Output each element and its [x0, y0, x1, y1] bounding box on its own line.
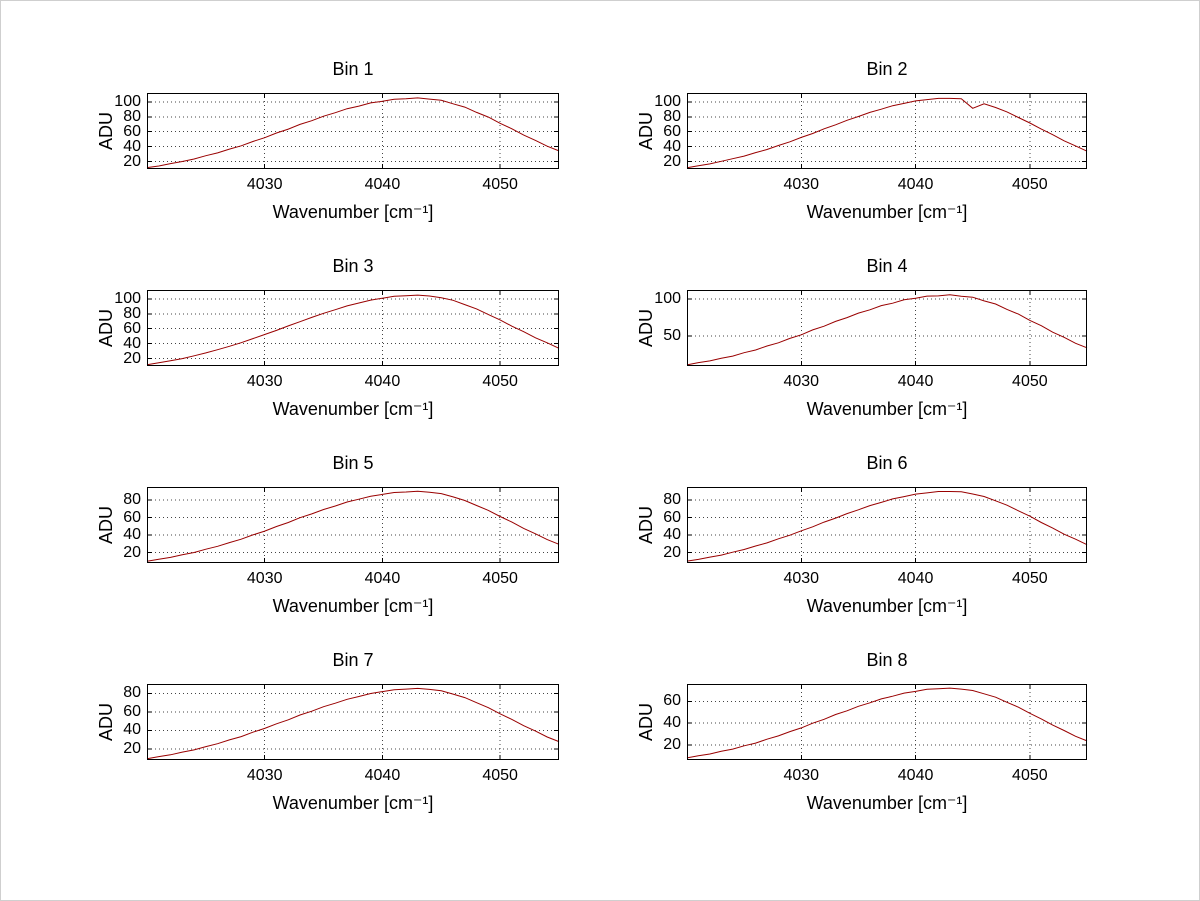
x-axis-label: Wavenumber [cm⁻¹] [806, 793, 968, 813]
y-tick-label: 100 [654, 92, 681, 110]
subplot-title: Bin 2 [866, 59, 908, 79]
y-tick-label: 20 [123, 543, 141, 561]
axes-frame [147, 684, 559, 760]
x-tick-label: 4050 [1012, 176, 1048, 193]
x-tick-label: 4050 [482, 373, 518, 390]
axes-frame [687, 93, 1087, 169]
x-tick-label: 4030 [783, 176, 820, 193]
x-tick-label: 4040 [364, 176, 401, 193]
subplot-plot-area [146, 290, 560, 366]
x-tick-label: 4030 [246, 767, 283, 784]
subplot-plot-area [146, 93, 560, 169]
y-tick-label: 80 [123, 491, 141, 509]
x-tick-label: 4050 [1012, 373, 1048, 390]
x-tick-label: 4040 [364, 767, 401, 784]
x-tick-label: 4030 [783, 767, 820, 784]
y-tick-label: 100 [654, 289, 681, 307]
x-tick-label: 4030 [246, 570, 283, 587]
subplot-title: Bin 3 [332, 256, 374, 276]
x-tick-label: 4040 [364, 373, 401, 390]
subplot-plot-area [146, 487, 560, 563]
y-tick-label: 20 [123, 739, 141, 757]
x-axis-label: Wavenumber [cm⁻¹] [272, 202, 434, 222]
subplot-title: Bin 6 [866, 453, 908, 473]
y-tick-label: 40 [123, 137, 141, 155]
subplot-title: Bin 4 [866, 256, 908, 276]
spectrum-curve [686, 687, 1088, 759]
y-tick-label: 60 [663, 122, 681, 140]
x-axis-label: Wavenumber [cm⁻¹] [272, 399, 434, 419]
x-tick-label: 4030 [783, 570, 820, 587]
spectrum-curve [146, 687, 560, 760]
y-tick-label: 100 [114, 289, 141, 307]
spectrum-curve [686, 491, 1088, 562]
y-tick-label: 80 [663, 107, 681, 125]
y-tick-label: 80 [123, 107, 141, 125]
y-tick-label: 20 [663, 735, 681, 753]
x-tick-label: 4050 [482, 767, 518, 784]
x-tick-label: 4030 [246, 373, 283, 390]
y-tick-label: 40 [663, 137, 681, 155]
y-tick-label: 40 [123, 334, 141, 352]
y-tick-label: 60 [123, 319, 141, 337]
x-axis-label: Wavenumber [cm⁻¹] [806, 596, 968, 616]
y-tick-label: 40 [663, 526, 681, 544]
x-tick-label: 4030 [246, 176, 283, 193]
axes-frame [687, 290, 1087, 366]
subplot-title: Bin 1 [332, 59, 374, 79]
subplot-plot-area [686, 93, 1088, 169]
x-tick-label: 4040 [897, 373, 934, 390]
y-tick-label: 20 [123, 152, 141, 170]
axes-frame [147, 290, 559, 366]
y-tick-label: 100 [114, 92, 141, 110]
y-tick-label: 80 [663, 491, 681, 509]
x-axis-label: Wavenumber [cm⁻¹] [806, 202, 968, 222]
y-tick-label: 80 [123, 684, 141, 702]
x-tick-label: 4040 [897, 176, 934, 193]
y-tick-label: 40 [663, 714, 681, 732]
x-axis-label: Wavenumber [cm⁻¹] [272, 793, 434, 813]
axes-frame [147, 487, 559, 563]
x-tick-label: 4030 [783, 373, 820, 390]
y-tick-label: 80 [123, 304, 141, 322]
y-tick-label: 60 [123, 702, 141, 720]
subplot-plot-area [686, 487, 1088, 563]
axes-frame [687, 487, 1087, 563]
y-tick-label: 20 [663, 152, 681, 170]
x-tick-label: 4040 [897, 570, 934, 587]
subplot-title: Bin 5 [332, 453, 374, 473]
x-tick-label: 4040 [364, 570, 401, 587]
axes-frame [687, 684, 1087, 760]
y-tick-label: 40 [123, 721, 141, 739]
spectrum-curve [686, 97, 1088, 169]
y-tick-label: 60 [123, 122, 141, 140]
y-tick-label: 40 [123, 526, 141, 544]
y-tick-label: 50 [663, 327, 681, 345]
spectrum-curve [146, 294, 560, 366]
x-tick-label: 4050 [1012, 767, 1048, 784]
subplot-title: Bin 7 [332, 650, 374, 670]
x-axis-label: Wavenumber [cm⁻¹] [806, 399, 968, 419]
x-tick-label: 4050 [482, 570, 518, 587]
spectrum-curve [146, 97, 560, 169]
subplot-plot-area [686, 290, 1088, 366]
subplot-title: Bin 8 [866, 650, 908, 670]
x-tick-label: 4040 [897, 767, 934, 784]
x-tick-label: 4050 [1012, 570, 1048, 587]
x-axis-label: Wavenumber [cm⁻¹] [272, 596, 434, 616]
y-tick-label: 20 [123, 349, 141, 367]
spectrum-curve [686, 294, 1088, 366]
subplot-plot-area [686, 684, 1088, 760]
subplot-plot-area [146, 684, 560, 760]
axes-frame [147, 93, 559, 169]
x-tick-label: 4050 [482, 176, 518, 193]
y-tick-label: 60 [663, 692, 681, 710]
spectrum-curve [146, 490, 560, 562]
y-tick-label: 20 [663, 543, 681, 561]
y-tick-label: 60 [663, 508, 681, 526]
y-tick-label: 60 [123, 508, 141, 526]
